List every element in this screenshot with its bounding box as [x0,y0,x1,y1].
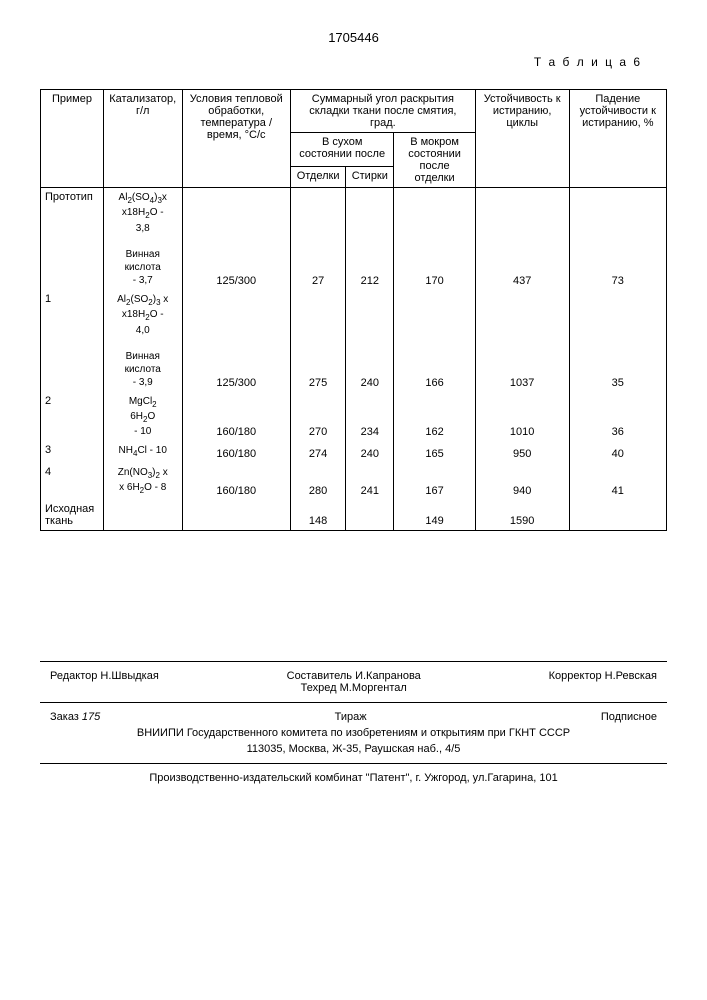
table-cell: 1010 [475,392,569,442]
table-cell: 160/180 [182,463,290,500]
table-cell: 27 [290,188,345,290]
table-cell [182,500,290,531]
table-cell: 234 [346,392,394,442]
table-cell: Al2(SO2)3 xx18H2O -4,0Виннаякислота- 3,9 [103,290,182,392]
table-cell: 165 [394,441,475,462]
order-line: Заказ 175 [50,711,100,723]
table-cell: 241 [346,463,394,500]
table-cell: 1590 [475,500,569,531]
table-cell: Исходная ткань [41,500,104,531]
table-cell: 212 [346,188,394,290]
table-cell: MgCl26H2O- 10 [103,392,182,442]
header-conditions: Условия тепловой обработки, температура … [182,90,290,188]
table-row: Исходная ткань 148 1491590 [41,500,667,531]
editor-line: Редактор Н.Швыдкая [50,670,159,694]
org-line-2: 113035, Москва, Ж-35, Раушская наб., 4/5 [40,741,667,757]
table-cell: 274 [290,441,345,462]
table-cell: 160/180 [182,441,290,462]
subscribe-line: Подписное [601,711,657,723]
table-cell: 35 [569,290,666,392]
table-cell: 162 [394,392,475,442]
table-cell: Zn(NO3)2 xx 6H2O - 8 [103,463,182,500]
tirazh-line: Тираж [335,711,367,723]
org-line-1: ВНИИПИ Государственного комитета по изоб… [40,725,667,741]
footer-block: Редактор Н.Швыдкая Составитель И.Капрано… [40,661,667,786]
printer-line: Производственно-издательский комбинат "П… [40,770,667,786]
compiler-techred: Составитель И.Капранова Техред М.Моргент… [287,670,421,694]
table-cell: 3 [41,441,104,462]
header-dry-st: Стирки [346,167,394,188]
table-cell: 270 [290,392,345,442]
header-wet: В мокром состоянии после отделки [394,133,475,188]
table-cell: 1 [41,290,104,392]
header-abrasion: Устойчивость к истиранию, циклы [475,90,569,188]
document-number: 1705446 [40,30,667,45]
table-cell: 167 [394,463,475,500]
table-cell: 240 [346,441,394,462]
header-catalyst: Катализатор, г/л [103,90,182,188]
table-cell: 73 [569,188,666,290]
table-cell: 125/300 [182,290,290,392]
header-dry-group: В сухом состоянии после [290,133,393,167]
table-cell: 125/300 [182,188,290,290]
table-row: ПрототипAl2(SO4)3xx18H2O -3,8Виннаякисло… [41,188,667,290]
data-table: Пример Катализатор, г/л Условия тепловой… [40,89,667,531]
table-cell: 160/180 [182,392,290,442]
table-cell: 149 [394,500,475,531]
header-drop: Падение устойчивости к истиранию, % [569,90,666,188]
table-row: 4Zn(NO3)2 xx 6H2O - 8160/180280241167940… [41,463,667,500]
header-angle-group: Суммарный угол раскрытия складки ткани п… [290,90,475,133]
table-cell: 950 [475,441,569,462]
corrector-line: Корректор Н.Ревская [549,670,657,694]
table-cell: 275 [290,290,345,392]
table-cell: 240 [346,290,394,392]
table-cell: 437 [475,188,569,290]
header-dry-otd: Отделки [290,167,345,188]
table-cell: 2 [41,392,104,442]
table-cell: 41 [569,463,666,500]
table-cell: Al2(SO4)3xx18H2O -3,8Виннаякислота- 3,7 [103,188,182,290]
table-cell: 4 [41,463,104,500]
table-cell: 166 [394,290,475,392]
table-cell: 1037 [475,290,569,392]
table-cell [103,500,182,531]
table-cell: 148 [290,500,345,531]
table-cell: NH4Cl - 10 [103,441,182,462]
header-example: Пример [41,90,104,188]
table-cell: Прототип [41,188,104,290]
table-label: Т а б л и ц а 6 [40,55,642,69]
table-row: 2MgCl26H2O- 10160/180270234162101036 [41,392,667,442]
table-cell [569,500,666,531]
table-row: 3NH4Cl - 10160/18027424016595040 [41,441,667,462]
table-cell: 280 [290,463,345,500]
table-row: 1Al2(SO2)3 xx18H2O -4,0Виннаякислота- 3,… [41,290,667,392]
table-cell [346,500,394,531]
table-cell: 170 [394,188,475,290]
table-cell: 940 [475,463,569,500]
table-cell: 36 [569,392,666,442]
table-cell: 40 [569,441,666,462]
